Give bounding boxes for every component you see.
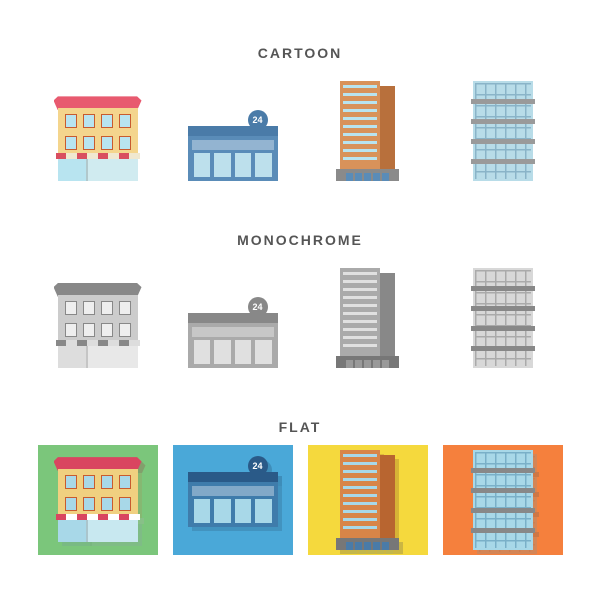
store-icon: 24 — [188, 313, 278, 368]
house-icon — [58, 457, 138, 542]
cartoon-section: CARTOON 24 — [0, 45, 600, 181]
flat-house — [38, 445, 158, 555]
cartoon-sky — [308, 71, 428, 181]
skyscraper-icon — [340, 81, 395, 181]
mono-house — [38, 258, 158, 368]
monochrome-title: MONOCHROME — [237, 232, 363, 248]
cartoon-title: CARTOON — [258, 45, 343, 61]
flat-tower — [443, 445, 563, 555]
flat-sky — [308, 445, 428, 555]
store-icon: 24 — [188, 126, 278, 181]
monochrome-section: MONOCHROME 24 — [0, 232, 600, 368]
flat-row: 24 24 — [0, 445, 600, 555]
tower-icon — [473, 81, 533, 181]
monochrome-row: 24 — [0, 258, 600, 368]
cartoon-store: 24 — [173, 71, 293, 181]
house-icon — [58, 283, 138, 368]
mono-sky — [308, 258, 428, 368]
flat-title: FLAT — [279, 419, 322, 435]
mono-tower — [443, 258, 563, 368]
house-icon — [58, 96, 138, 181]
tower-icon — [473, 450, 533, 550]
cartoon-house — [38, 71, 158, 181]
mono-store: 24 — [173, 258, 293, 368]
tower-icon — [473, 268, 533, 368]
cartoon-tower — [443, 71, 563, 181]
cartoon-row: 24 — [0, 71, 600, 181]
skyscraper-icon — [340, 268, 395, 368]
flat-section: FLAT 24 24 — [0, 419, 600, 555]
flat-store: 24 24 — [173, 445, 293, 555]
store-icon: 24 — [188, 472, 278, 527]
skyscraper-icon — [340, 450, 395, 550]
